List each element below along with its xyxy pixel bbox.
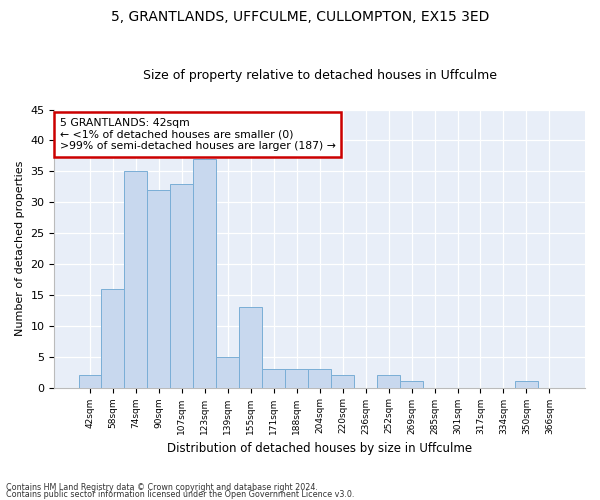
Bar <box>400 382 423 388</box>
Bar <box>377 375 400 388</box>
Bar <box>124 172 148 388</box>
Bar <box>331 375 354 388</box>
Bar <box>148 190 170 388</box>
Bar <box>217 356 239 388</box>
Bar <box>308 369 331 388</box>
Bar <box>285 369 308 388</box>
Bar <box>262 369 285 388</box>
Text: Contains public sector information licensed under the Open Government Licence v3: Contains public sector information licen… <box>6 490 355 499</box>
Bar <box>101 288 124 388</box>
Title: Size of property relative to detached houses in Uffculme: Size of property relative to detached ho… <box>143 69 497 82</box>
Y-axis label: Number of detached properties: Number of detached properties <box>15 161 25 336</box>
Text: 5 GRANTLANDS: 42sqm
← <1% of detached houses are smaller (0)
>99% of semi-detach: 5 GRANTLANDS: 42sqm ← <1% of detached ho… <box>60 118 335 151</box>
Bar <box>515 382 538 388</box>
Text: 5, GRANTLANDS, UFFCULME, CULLOMPTON, EX15 3ED: 5, GRANTLANDS, UFFCULME, CULLOMPTON, EX1… <box>111 10 489 24</box>
Text: Contains HM Land Registry data © Crown copyright and database right 2024.: Contains HM Land Registry data © Crown c… <box>6 484 318 492</box>
Bar <box>170 184 193 388</box>
Bar <box>79 375 101 388</box>
Bar <box>193 159 217 388</box>
Bar <box>239 308 262 388</box>
X-axis label: Distribution of detached houses by size in Uffculme: Distribution of detached houses by size … <box>167 442 472 455</box>
